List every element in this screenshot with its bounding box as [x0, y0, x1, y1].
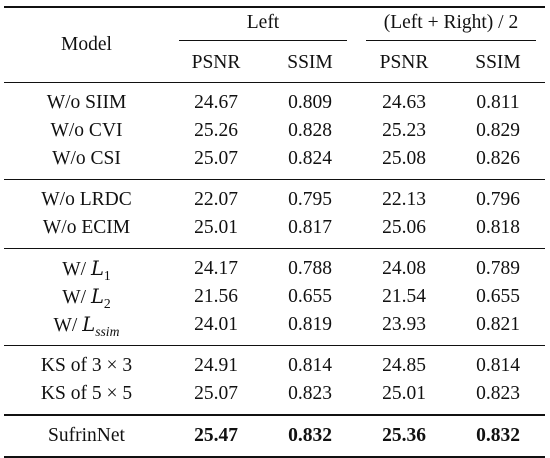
avg-ssim-cell: 0.826 — [476, 148, 520, 169]
avg-ssim-cell: 0.796 — [451, 179, 545, 214]
avg-psnr-header: PSNR — [379, 52, 429, 73]
avg-ssim-cell: 0.811 — [451, 82, 545, 117]
avg-ssim-cell: 0.814 — [451, 345, 545, 380]
left-psnr-cell: 25.47 — [169, 414, 263, 458]
left-psnr-header: PSNR — [191, 52, 241, 73]
ablation-table: Model Left (Left + Right) / 2 PSNR SSIM … — [4, 6, 545, 458]
avg-ssim-cell: 0.832 — [451, 414, 545, 458]
model-cell: W/o LRDC — [4, 179, 169, 214]
avg-psnr-cell: 21.54 — [382, 286, 426, 307]
left-ssim-cell: 0.795 — [263, 179, 357, 214]
left-ssim-cell: 0.823 — [288, 383, 332, 404]
left-ssim-cell: 0.828 — [288, 120, 332, 141]
left-psnr-cell: 25.07 — [194, 383, 238, 404]
left-ssim-cell: 0.788 — [263, 248, 357, 283]
avg-psnr-cell: 22.13 — [357, 179, 451, 214]
loss-symbol: L — [82, 313, 96, 336]
avg-ssim-cell: 0.823 — [476, 383, 520, 404]
header-row-metrics: PSNR SSIM PSNR SSIM — [4, 44, 545, 83]
left-ssim-header: SSIM — [287, 52, 333, 73]
avg-ssim-cell: 0.655 — [476, 286, 520, 307]
model-column-header: Model — [4, 6, 169, 83]
model-prefix: W/ — [62, 287, 91, 308]
avg-group-rule — [366, 39, 536, 41]
avg-psnr-cell: 25.06 — [382, 217, 426, 238]
table-row: KS of 3 × 3 24.91 0.814 24.85 0.814 — [4, 345, 545, 380]
table-row: W/ L2 21.56 0.655 21.54 0.655 — [4, 283, 545, 311]
left-ssim-cell: 0.809 — [263, 82, 357, 117]
left-group-header: Left — [169, 6, 357, 44]
loss-subscript: 2 — [103, 295, 111, 311]
avg-psnr-cell: 25.23 — [382, 120, 426, 141]
model-prefix: W/ — [53, 315, 83, 336]
loss-subscript: ssim — [95, 323, 120, 339]
left-group-rule — [179, 39, 347, 41]
model-cell: W/o ECIM — [42, 217, 131, 238]
model-cell: SufrinNet — [4, 414, 169, 458]
avg-psnr-cell: 24.63 — [357, 82, 451, 117]
left-ssim-cell: 0.819 — [288, 314, 332, 335]
loss-symbol: L — [90, 285, 104, 308]
avg-psnr-cell: 25.01 — [382, 383, 426, 404]
avg-ssim-cell: 0.818 — [476, 217, 520, 238]
table-row: W/o CVI 25.26 0.828 25.23 0.829 — [4, 117, 545, 145]
left-ssim-cell: 0.817 — [288, 217, 332, 238]
left-psnr-cell: 22.07 — [169, 179, 263, 214]
loss-subscript: 1 — [103, 267, 111, 283]
table-row-final: SufrinNet 25.47 0.832 25.36 0.832 — [4, 414, 545, 458]
left-psnr-cell: 25.26 — [194, 120, 238, 141]
avg-ssim-cell: 0.821 — [476, 314, 520, 335]
avg-psnr-cell: 24.08 — [357, 248, 451, 283]
model-cell: KS of 5 × 5 — [40, 383, 133, 404]
model-cell: W/ L2 — [4, 283, 169, 311]
left-psnr-cell: 24.17 — [169, 248, 263, 283]
left-psnr-cell: 25.01 — [194, 217, 238, 238]
avg-ssim-cell: 0.789 — [451, 248, 545, 283]
left-psnr-cell: 24.91 — [169, 345, 263, 380]
avg-psnr-cell: 25.08 — [382, 148, 426, 169]
model-cell: W/ L1 — [4, 248, 169, 283]
loss-symbol: L — [90, 257, 104, 280]
avg-psnr-cell: 25.36 — [357, 414, 451, 458]
avg-ssim-header: SSIM — [475, 52, 521, 73]
model-cell: W/ Lssim — [4, 311, 169, 346]
table-row: W/o SIIM 24.67 0.809 24.63 0.811 — [4, 82, 545, 117]
avg-group-header: (Left + Right) / 2 — [357, 6, 545, 44]
avg-group-label: (Left + Right) / 2 — [383, 11, 519, 33]
model-cell: W/o SIIM — [4, 82, 169, 117]
avg-psnr-cell: 23.93 — [382, 314, 426, 335]
model-cell: W/o CSI — [52, 148, 121, 169]
left-psnr-cell: 25.07 — [194, 148, 238, 169]
table-row: W/ L1 24.17 0.788 24.08 0.789 — [4, 248, 545, 283]
table-row: W/o ECIM 25.01 0.817 25.06 0.818 — [4, 214, 545, 249]
left-ssim-cell: 0.832 — [263, 414, 357, 458]
left-group-label: Left — [246, 11, 280, 33]
model-cell: KS of 3 × 3 — [4, 345, 169, 380]
avg-psnr-cell: 24.85 — [357, 345, 451, 380]
model-cell: W/o CVI — [50, 120, 123, 141]
table-row: W/o CSI 25.07 0.824 25.08 0.826 — [4, 145, 545, 180]
left-psnr-cell: 24.01 — [194, 314, 238, 335]
left-psnr-cell: 24.67 — [169, 82, 263, 117]
model-prefix: W/ — [62, 259, 91, 280]
left-ssim-cell: 0.824 — [288, 148, 332, 169]
table-row: W/ Lssim 24.01 0.819 23.93 0.821 — [4, 311, 545, 346]
header-row-groups: Model Left (Left + Right) / 2 — [4, 6, 545, 83]
left-psnr-cell: 21.56 — [194, 286, 238, 307]
left-ssim-cell: 0.814 — [263, 345, 357, 380]
table-row: KS of 5 × 5 25.07 0.823 25.01 0.823 — [4, 380, 545, 415]
avg-ssim-cell: 0.829 — [476, 120, 520, 141]
ablation-table-figure: Model Left (Left + Right) / 2 PSNR SSIM … — [4, 6, 545, 458]
left-ssim-cell: 0.655 — [288, 286, 332, 307]
table-row: W/o LRDC 22.07 0.795 22.13 0.796 — [4, 179, 545, 214]
